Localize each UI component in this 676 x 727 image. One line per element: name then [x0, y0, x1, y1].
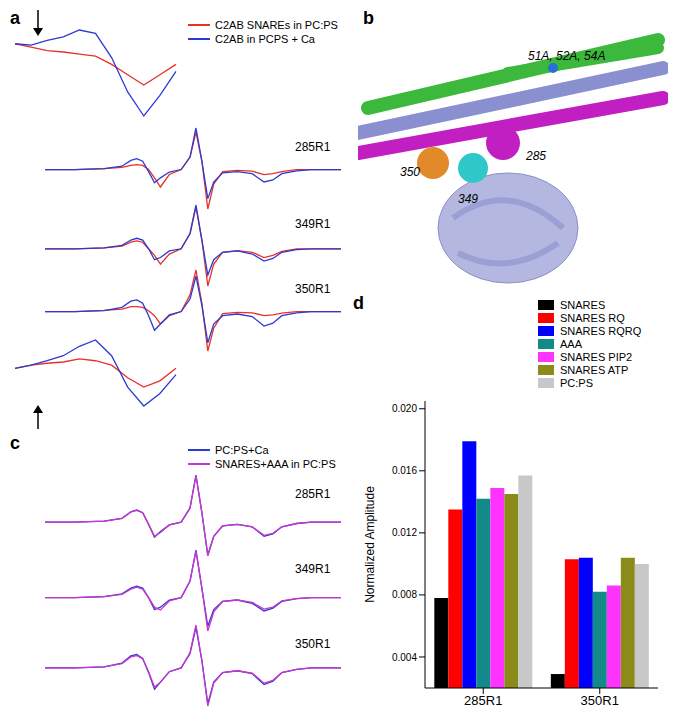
html-text:d: d: [353, 293, 364, 313]
html-text:349R1: 349R1: [295, 217, 331, 231]
svg-text:0.008: 0.008: [392, 589, 417, 600]
svg-text:0.020: 0.020: [392, 403, 417, 414]
html-text:350R1: 350R1: [295, 637, 331, 651]
html-text:350R1: 350R1: [295, 282, 331, 296]
html-text:AAA: AAA: [560, 337, 582, 350]
svg-text:0.004: 0.004: [392, 652, 417, 663]
svg-text:350: 350: [400, 165, 420, 179]
html-text:285R1: 285R1: [295, 487, 331, 501]
html-text:PC:PS: PC:PS: [560, 376, 593, 389]
html-text:C2AB SNAREs in PC:PS: C2AB SNAREs in PC:PS: [215, 19, 338, 31]
html-text:SNARES RQRQ: SNARES RQRQ: [560, 324, 642, 337]
html-text:349R1: 349R1: [295, 562, 331, 576]
html-text:SNARES: SNARES: [560, 298, 606, 311]
svg-text:349: 349: [458, 192, 478, 206]
svg-text:0.016: 0.016: [392, 465, 417, 476]
html-text:SNARES ATP: SNARES ATP: [560, 363, 629, 376]
svg-text:285: 285: [525, 149, 546, 163]
svg-text:285R1: 285R1: [464, 693, 502, 708]
html-text:SNARES PIP2: SNARES PIP2: [560, 350, 633, 363]
svg-text:350R1: 350R1: [581, 693, 619, 708]
html-text:C2AB in PCPS + Ca: C2AB in PCPS + Ca: [215, 33, 315, 45]
html-text:SNARES+AAA in PC:PS: SNARES+AAA in PC:PS: [215, 458, 336, 470]
html-text:PC:PS+Ca: PC:PS+Ca: [215, 444, 269, 456]
svg-text:0.012: 0.012: [392, 527, 417, 538]
html-text:c: c: [10, 433, 20, 453]
html-text:a: a: [10, 8, 20, 28]
html-text:SNARES RQ: SNARES RQ: [560, 311, 625, 324]
html-text:285R1: 285R1: [295, 140, 331, 154]
svg-text:Normalized Amplitude: Normalized Amplitude: [363, 486, 377, 603]
svg-text:51A, 52A, 54A: 51A, 52A, 54A: [528, 49, 605, 63]
html-text:b: b: [363, 8, 374, 28]
